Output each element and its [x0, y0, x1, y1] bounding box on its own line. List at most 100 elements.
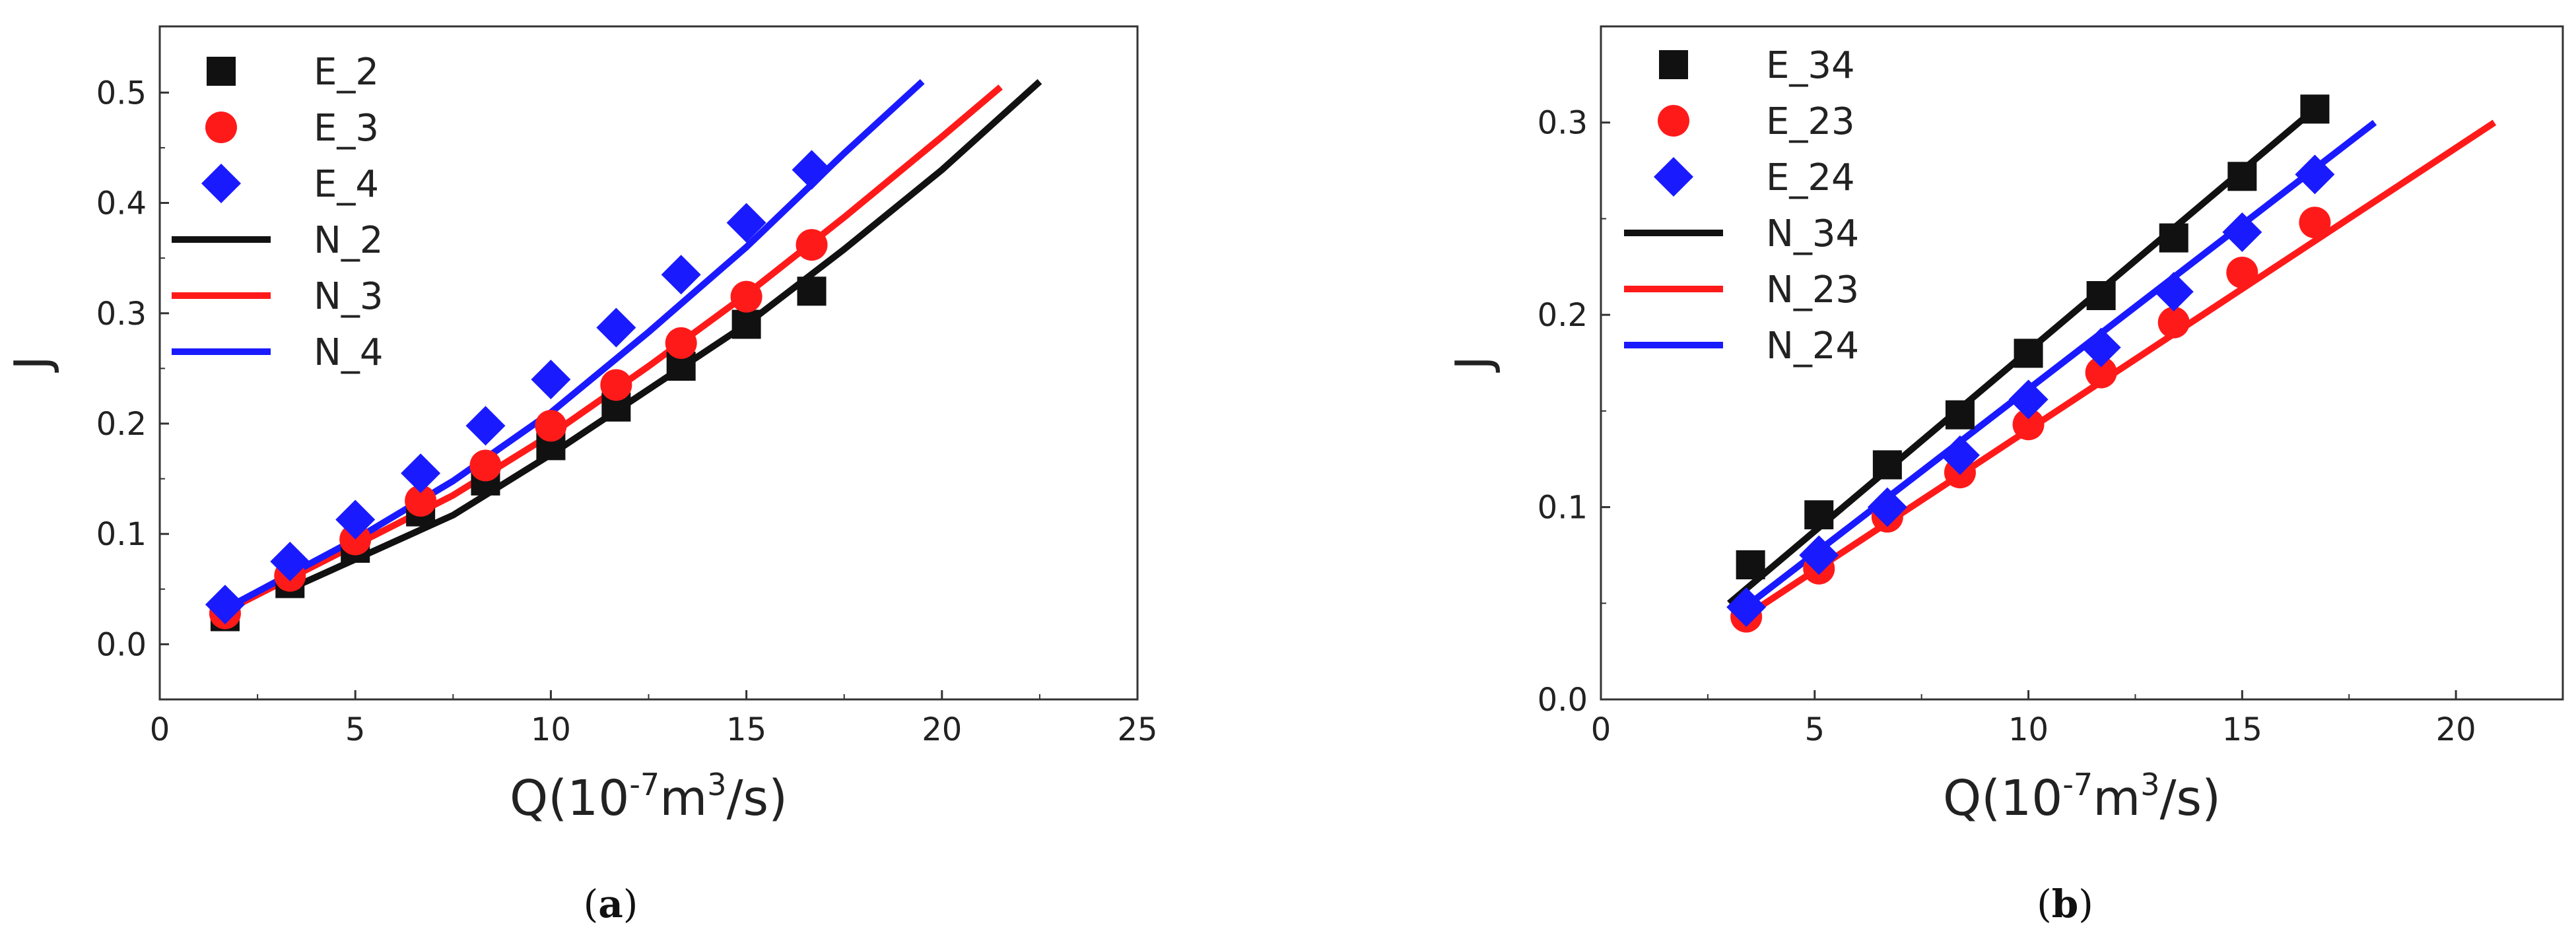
legend-entry-n_24: N_24: [1624, 325, 1859, 368]
legend-marker-swatch: [1659, 50, 1688, 79]
series-line-n_23: [1748, 119, 2497, 616]
x-tick-label: 5: [345, 711, 366, 748]
x-tick-label: 0: [150, 711, 170, 748]
caption-paren-close: ): [623, 882, 638, 926]
data-point-e_3: [665, 327, 697, 359]
data-point-e_4: [270, 541, 310, 581]
data-point-e_23: [2226, 257, 2258, 289]
data-point-e_23: [2012, 408, 2045, 441]
data-point-e_4: [726, 203, 766, 243]
data-point-e_34: [1804, 500, 1834, 530]
caption-paren-close: ): [2078, 882, 2093, 926]
panel-caption: (a): [584, 882, 638, 926]
legend-marker-swatch: [207, 57, 236, 86]
data-point-e_24: [2008, 379, 2049, 420]
data-point-e_34: [2086, 281, 2116, 310]
x-axis-label-part: /s): [727, 770, 788, 827]
legend-entry-e_3: E_3: [205, 107, 379, 150]
data-point-e_24: [1940, 435, 1980, 475]
panel-caption: (b): [2037, 882, 2093, 926]
legend-entry-n_3: N_3: [172, 275, 384, 318]
x-axis-label-part: m: [660, 770, 707, 827]
data-point-e_34: [2227, 162, 2257, 191]
data-point-e_34: [2159, 223, 2188, 253]
x-axis-label: Q(10-7m3/s): [1943, 767, 2221, 827]
legend-marker-swatch: [201, 164, 241, 203]
data-point-e_2: [731, 309, 761, 339]
legend-label: E_3: [314, 107, 379, 150]
x-tick-label: 25: [1117, 711, 1157, 748]
data-point-e_4: [335, 499, 376, 540]
legend-label: N_24: [1766, 325, 1859, 368]
legend-marker-swatch: [1654, 157, 1693, 197]
legend-entry-e_34: E_34: [1659, 44, 1855, 87]
x-tick-label: 15: [726, 711, 766, 748]
legend-label: N_2: [314, 219, 384, 262]
series-line-n_2: [275, 79, 1042, 598]
y-tick-label: 0.0: [96, 626, 147, 663]
legend-entry-n_4: N_4: [172, 331, 384, 374]
legend-label: N_23: [1766, 269, 1859, 311]
data-point-e_34: [2300, 94, 2330, 124]
legend-label: E_4: [314, 163, 379, 206]
caption-letter: b: [2052, 882, 2079, 926]
caption-paren-open: (: [584, 882, 599, 926]
legend-label: E_23: [1766, 100, 1855, 143]
data-point-e_4: [596, 307, 636, 348]
data-point-e_34: [2014, 338, 2043, 368]
data-point-e_24: [2153, 272, 2194, 312]
data-point-e_3: [405, 485, 437, 517]
data-point-e_3: [600, 369, 632, 401]
y-axis-label: J: [1445, 356, 1502, 373]
data-point-e_24: [1867, 487, 1907, 527]
chart-panel-b: 0 5 10 15 20 0.0 0.1 0.2 0.3 Q(10-7m3/s) J E_34 E_23…: [1445, 25, 2564, 926]
x-tick-label: 0: [1591, 711, 1611, 748]
legend-label: E_34: [1766, 44, 1855, 87]
legend-label: E_24: [1766, 156, 1855, 199]
legend-entry-e_2: E_2: [207, 51, 379, 94]
legend-entry-e_4: E_4: [201, 163, 379, 206]
x-axis-label-part: -7: [2062, 767, 2093, 802]
x-axis-label-part: -7: [629, 767, 660, 802]
data-point-e_34: [1872, 450, 1902, 480]
data-point-e_4: [792, 150, 832, 190]
plot-frame: [1600, 25, 2564, 701]
x-axis-label-part: 3: [707, 767, 726, 802]
chart-panel-a: 0 5 10 15 20 25 0.0 0.1 0.2 0.3 0.4 0.5 Q(10-7m3/s) J…: [4, 25, 1158, 926]
data-point-e_24: [1726, 587, 1767, 627]
y-tick-label: 0.3: [96, 296, 147, 333]
data-point-e_3: [730, 280, 763, 313]
x-tick-label: 20: [922, 711, 962, 748]
y-tick-label: 0.3: [1538, 105, 1588, 142]
data-point-e_3: [469, 449, 502, 482]
x-axis-label-part: m: [2093, 770, 2140, 827]
data-layer: [1726, 94, 2497, 633]
legend-label: N_3: [314, 275, 384, 318]
y-tick-label: 0.1: [96, 516, 147, 553]
x-tick-label: 10: [531, 711, 571, 748]
data-point-e_23: [2299, 207, 2331, 239]
data-point-e_23: [2085, 356, 2117, 389]
legend-entry-e_23: E_23: [1658, 100, 1855, 143]
data-point-e_4: [531, 360, 571, 400]
data-point-e_2: [797, 276, 827, 306]
y-tick-label: 0.2: [1538, 297, 1588, 334]
data-point-e_34: [1945, 400, 1975, 430]
caption-letter: a: [598, 882, 623, 926]
data-point-e_24: [2081, 327, 2121, 368]
x-tick-label: 10: [2008, 711, 2049, 748]
x-tick-label: 20: [2436, 711, 2476, 748]
y-axis-label: J: [4, 356, 61, 373]
data-point-e_4: [661, 255, 701, 295]
legend-entry-e_24: E_24: [1654, 156, 1855, 199]
data-point-e_4: [465, 406, 506, 446]
x-axis-label-part: Q(10: [510, 770, 629, 827]
y-tick-label: 0.0: [1538, 682, 1588, 719]
data-point-e_24: [2295, 154, 2335, 195]
legend-label: E_2: [314, 51, 379, 94]
data-layer: [205, 79, 1042, 631]
legend-marker-swatch: [1658, 105, 1689, 137]
data-point-e_23: [2157, 306, 2190, 338]
caption-paren-open: (: [2037, 882, 2052, 926]
